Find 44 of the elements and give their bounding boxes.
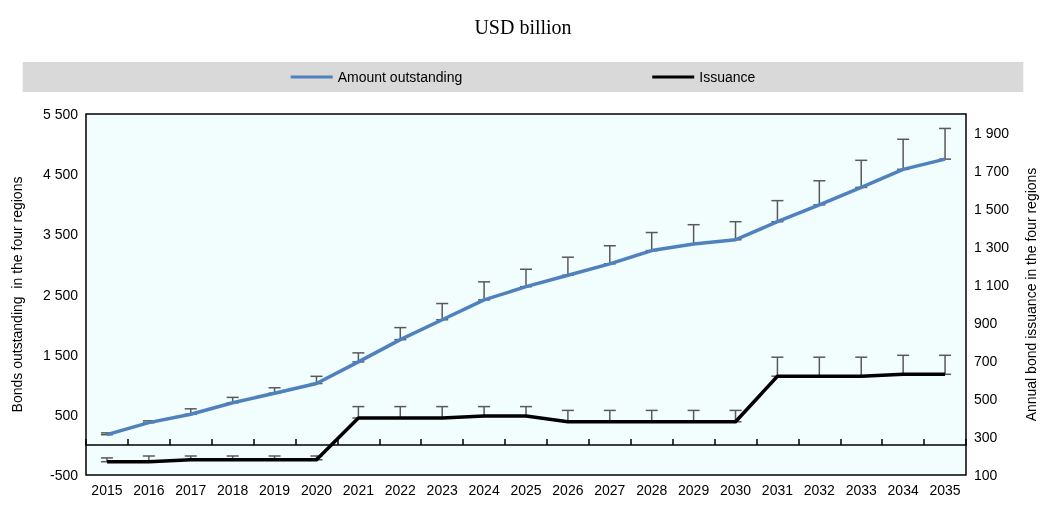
x-tick-label: 2030: [719, 482, 752, 498]
y-tick-label: 5 500: [42, 106, 79, 122]
x-tick-label: 2026: [552, 482, 584, 498]
y-tick-label: 2 500: [42, 286, 79, 303]
y2-axis-title: Annual bond issuance in the four regions: [1023, 167, 1039, 422]
x-tick-label: 2027: [594, 482, 626, 498]
x-tick-label: 2022: [384, 482, 417, 498]
line-series: [105, 157, 947, 437]
y-axis-title: Bonds outstanding in the four regions: [9, 176, 25, 413]
x-tick-label: 2034: [887, 482, 919, 498]
x-tick-label: 2016: [133, 482, 165, 498]
y-tick-label: -500: [49, 467, 79, 483]
legend-label: Amount outstanding: [337, 69, 463, 85]
x-tick-label: 2024: [468, 482, 500, 498]
x-tick-label: 2035: [929, 482, 961, 498]
y2-tick-label: 100: [974, 467, 998, 483]
y2-tick-label: 1 900: [974, 125, 1010, 141]
y2-tick-label: 1 100: [974, 277, 1010, 293]
y2-tick-label: 1 700: [974, 163, 1010, 179]
x-tick-label: 2033: [845, 482, 878, 498]
legend-label: Issuance: [699, 69, 756, 85]
y2-tick-label: 700: [974, 353, 998, 369]
y2-tick-label: 1 500: [974, 201, 1010, 217]
x-tick-label: 2028: [636, 482, 668, 498]
y2-tick-label: 900: [974, 315, 998, 331]
x-tick-label: 2029: [678, 482, 710, 498]
chart-title: USD billion: [474, 16, 572, 38]
x-tick-label: 2017: [175, 482, 207, 498]
x-tick-label: 2018: [217, 482, 249, 498]
y-tick-label: 4 500: [42, 166, 79, 183]
x-tick-label: 2025: [510, 482, 542, 498]
x-tick-label: 2019: [258, 482, 291, 498]
y-tick-label: 1 500: [42, 346, 79, 363]
x-tick-label: 2031: [761, 482, 794, 498]
y2-tick-label: 1 300: [974, 239, 1010, 255]
x-tick-label: 2020: [300, 482, 333, 498]
x-tick-label: 2021: [342, 482, 375, 498]
x-tick-label: 2015: [91, 482, 123, 498]
y-tick-label: 500: [54, 406, 79, 423]
y2-tick-label: 500: [974, 391, 998, 407]
y-tick-label: 3 500: [42, 226, 79, 243]
x-tick-label: 2032: [803, 482, 836, 498]
y2-tick-label: 300: [974, 429, 998, 445]
x-tick-label: 2023: [426, 482, 458, 498]
